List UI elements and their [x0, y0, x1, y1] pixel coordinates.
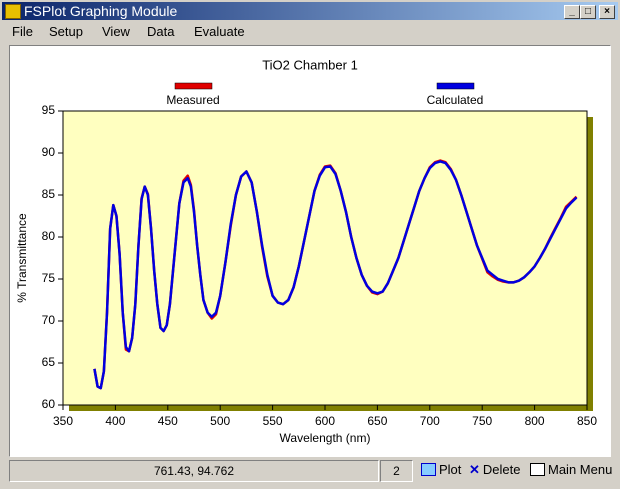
y-tick-label: 70 [42, 313, 56, 327]
menu-item[interactable]: File [12, 24, 33, 39]
menu-item[interactable]: Evaluate [194, 24, 245, 39]
delete-button[interactable]: ✕ Delete [469, 462, 521, 477]
x-tick-label: 850 [577, 414, 597, 428]
plot-area [62, 110, 588, 406]
y-axis-label: % Transmittance [15, 213, 29, 303]
data-line [93, 160, 578, 390]
main-menu-button[interactable]: Main Menu [530, 462, 612, 478]
x-tick-label: 800 [525, 414, 545, 428]
plot-button[interactable]: Plot [421, 462, 461, 478]
close-button[interactable]: × [599, 5, 615, 19]
legend-label: Calculated [427, 93, 484, 107]
y-tick-label: 90 [42, 145, 56, 159]
x-tick-label: 500 [210, 414, 230, 428]
app-icon [5, 4, 21, 19]
x-tick-label: 450 [158, 414, 178, 428]
menu-item[interactable]: Setup [49, 24, 83, 39]
x-tick-label: 700 [420, 414, 440, 428]
button-label: Delete [482, 462, 521, 477]
y-tick-label: 75 [42, 271, 56, 285]
x-tick-label: 400 [105, 414, 125, 428]
menu-bar: File Setup View Data Evaluate [0, 21, 620, 41]
y-tick-label: 60 [42, 397, 56, 411]
menu-item[interactable]: View [102, 24, 130, 39]
y-tick-label: 80 [42, 229, 56, 243]
chart-title: TiO2 Chamber 1 [262, 57, 358, 72]
button-label: Plot [439, 462, 462, 477]
legend-swatch [174, 82, 213, 90]
x-tick-label: 750 [472, 414, 492, 428]
y-tick-label: 65 [42, 355, 56, 369]
minimize-button[interactable]: _ [564, 5, 580, 19]
coords-display: 761.43, 94.762 [9, 460, 379, 482]
x-tick-label: 350 [53, 414, 73, 428]
x-tick-label: 600 [315, 414, 335, 428]
x-tick-label: 650 [367, 414, 387, 428]
x-axis-label: Wavelength (nm) [280, 431, 371, 445]
y-tick-label: 85 [42, 187, 56, 201]
maximize-button[interactable]: □ [580, 5, 596, 19]
menu-item[interactable]: Data [147, 24, 175, 39]
x-tick-label: 550 [263, 414, 283, 428]
y-tick-label: 95 [42, 103, 56, 117]
legend-swatch [436, 82, 475, 90]
legend-label: Measured [166, 93, 219, 107]
count-display: 2 [380, 460, 413, 482]
button-label: Main Menu [548, 462, 613, 477]
title-bar: FSPlot Graphing Module _ □ × [2, 2, 618, 20]
window-title: FSPlot Graphing Module [24, 3, 178, 19]
